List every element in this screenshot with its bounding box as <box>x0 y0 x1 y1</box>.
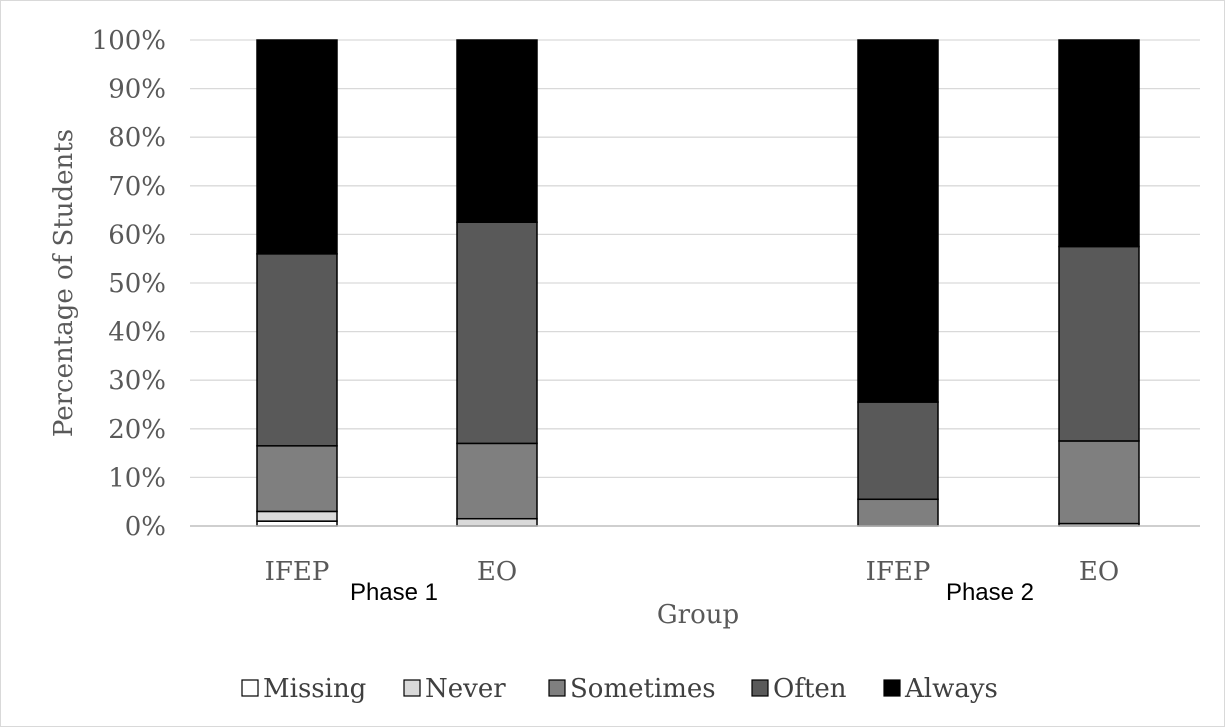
x-tick-label: EO <box>477 557 517 587</box>
bar-segment-often <box>1058 245 1140 442</box>
legend-swatch-always <box>883 679 901 697</box>
y-tick-label: 0% <box>125 512 166 542</box>
bar-segment-never <box>456 517 538 527</box>
bar-segment-sometimes <box>456 442 538 520</box>
legend-label-often: Often <box>773 674 847 704</box>
phase-label: Phase 1 <box>350 579 438 606</box>
legend-swatch-never <box>403 679 421 697</box>
legend-label-missing: Missing <box>263 674 366 704</box>
legend-label-never: Never <box>425 674 506 704</box>
y-tick-label: 60% <box>108 220 166 250</box>
bar-segment-sometimes <box>857 498 939 527</box>
bar-segment-always <box>857 39 939 403</box>
y-tick-label: 90% <box>108 75 166 105</box>
y-tick-label: 20% <box>108 415 166 445</box>
x-axis-title: Group <box>657 600 739 630</box>
legend: Missing Never Sometimes Often Always <box>241 674 998 704</box>
phase-labels: Phase 1 Phase 2 <box>350 579 1034 606</box>
x-axis-categories: IFEP EO IFEP EO <box>265 557 1120 587</box>
y-tick-label: 10% <box>108 463 166 493</box>
bar-segment-sometimes <box>1058 440 1140 525</box>
x-tick-label: IFEP <box>265 557 330 587</box>
bars <box>256 39 1140 527</box>
y-tick-label: 80% <box>108 123 166 153</box>
y-tick-label: 40% <box>108 318 166 348</box>
legend-swatch-often <box>751 679 769 697</box>
x-tick-label: IFEP <box>866 557 931 587</box>
legend-swatch-missing <box>241 679 259 697</box>
bar-segment-often <box>256 253 338 447</box>
phase-label: Phase 2 <box>946 579 1034 606</box>
y-tick-label: 50% <box>108 269 166 299</box>
x-tick-label: EO <box>1079 557 1119 587</box>
bar-segment-always <box>256 39 338 255</box>
bar-segment-always <box>1058 39 1140 248</box>
y-axis-ticks: 0% 10% 20% 30% 40% 50% 60% 70% 80% 90% 100% <box>92 26 166 542</box>
y-axis-title: Percentage of Students <box>49 129 79 437</box>
bar-segment-often <box>456 221 538 445</box>
y-tick-label: 70% <box>108 172 166 202</box>
y-tick-label: 100% <box>92 26 166 56</box>
legend-label-always: Always <box>904 674 998 704</box>
gridlines <box>190 39 1200 479</box>
legend-swatch-sometimes <box>548 679 566 697</box>
y-tick-label: 30% <box>108 366 166 396</box>
bar-segment-sometimes <box>256 445 338 513</box>
bar-segment-never <box>256 510 338 522</box>
bar-segment-always <box>456 39 538 223</box>
bar-segment-often <box>857 401 939 501</box>
legend-label-sometimes: Sometimes <box>570 674 716 704</box>
